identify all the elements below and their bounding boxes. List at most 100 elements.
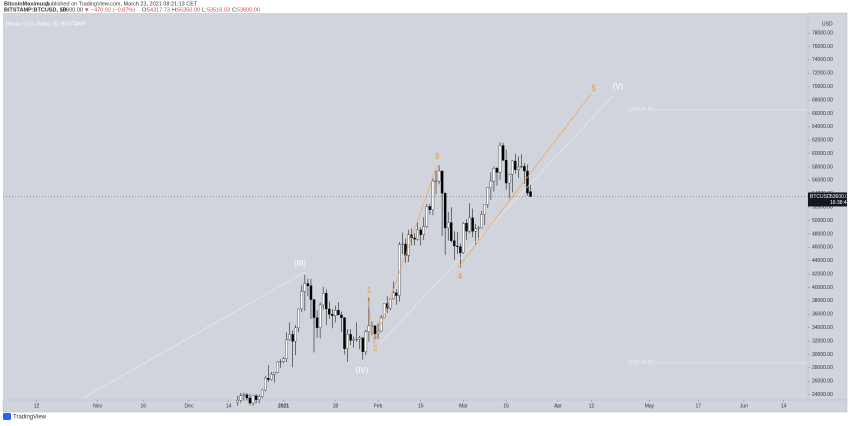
y-tick-label: 70000.00 [812, 84, 833, 90]
candle-body [300, 291, 304, 310]
plot: 1(66546.85) 0(28746.05) [236, 107, 808, 406]
x-tick-label: 12 [34, 403, 40, 409]
trend-line [371, 95, 614, 353]
candle-body [328, 308, 331, 315]
y-tick-label: 62000.00 [812, 138, 833, 144]
y-tick-label: 40000.00 [812, 285, 833, 291]
candle-body [251, 395, 255, 404]
currency: USD [822, 21, 833, 27]
candle-body [428, 206, 432, 210]
candle-body [462, 223, 465, 253]
candle-body [443, 192, 447, 229]
candle-body [480, 214, 483, 229]
x-tick-label: 14 [781, 403, 787, 409]
candle-body [401, 243, 404, 245]
ohlc-item: 53600.00 [237, 7, 260, 13]
candle-body [453, 240, 456, 247]
candle-body [245, 394, 249, 399]
footer: TradingView [13, 415, 47, 421]
x-tick-label: 2021 [278, 403, 289, 409]
candle-body [504, 160, 508, 184]
candle-body [477, 227, 480, 229]
x-tick-label: Nov [93, 403, 102, 409]
candle-body [382, 303, 386, 318]
candle-body [358, 337, 361, 340]
x-tick-label: Feb [374, 403, 383, 409]
x-tick-label: Dec [185, 403, 194, 409]
candle-body [264, 378, 267, 391]
candle-body [459, 246, 462, 253]
ohlc-item: 53516.03 [207, 7, 230, 13]
x-tick-label: 15 [503, 403, 509, 409]
candle-body [419, 229, 422, 235]
last-price-symbol: BTCUSD [810, 194, 831, 200]
candle-body [260, 389, 264, 397]
time-axis [2, 399, 848, 413]
author: BitcoinMaximus1 [4, 1, 49, 7]
y-tick-label: 34000.00 [812, 325, 833, 331]
candle-body [361, 337, 365, 352]
candle-body [239, 395, 243, 401]
candle-body [413, 237, 416, 240]
y-tick-label: 60000.00 [812, 151, 833, 157]
candle-body [474, 228, 477, 232]
level-label: 0(28746.05) [628, 360, 655, 366]
ohlc-item: C: [232, 7, 238, 13]
candle-body [254, 395, 258, 400]
candle-body [407, 234, 410, 256]
plot-area [3, 13, 808, 400]
candle-body [352, 338, 355, 341]
candle-body [373, 325, 377, 334]
y-tick-label: 66000.00 [812, 111, 833, 117]
candle-body [471, 217, 474, 232]
candle-body [492, 168, 496, 182]
candle-body [440, 170, 444, 194]
candle-body [523, 166, 526, 172]
candle-body [337, 310, 340, 316]
candle-body [425, 206, 429, 227]
candle-body [242, 394, 246, 396]
y-tick-label: 72000.00 [812, 71, 833, 77]
candle-body [501, 145, 505, 161]
candle-body [346, 334, 349, 349]
x-tick-label: 12 [589, 403, 595, 409]
y-tick-label: 30000.00 [812, 352, 833, 358]
candle-body [468, 217, 471, 232]
y-tick-label: 68000.00 [812, 97, 833, 103]
candle-body [257, 396, 261, 400]
candle-body [285, 339, 288, 359]
chart-title: Bitcoin / U.S. Dollar, 1D, BITSTAMP [6, 21, 86, 27]
candle-body [294, 327, 297, 342]
ohlc-item: O: [142, 7, 148, 13]
candle-body [395, 292, 398, 296]
candle-body [495, 168, 499, 173]
y-tick-label: 38000.00 [812, 298, 833, 304]
ohlc-item: 55350.00 [177, 7, 200, 13]
y-tick-label: 32000.00 [812, 338, 833, 344]
y-tick-label: 50000.00 [812, 218, 833, 224]
candle-body [514, 160, 517, 170]
candle-body [267, 378, 270, 380]
wave-label: (IV) [356, 366, 369, 375]
candle-body [288, 334, 291, 340]
candle-body [446, 222, 450, 229]
candle-body [355, 338, 358, 340]
price-axis [807, 12, 848, 401]
candle-body [507, 174, 511, 184]
y-tick-label: 48000.00 [812, 231, 833, 237]
y-tick-label: 36000.00 [812, 312, 833, 318]
y-tick-label: 24000.00 [812, 392, 833, 398]
candle-body [489, 180, 493, 188]
x-tick-label: 16 [140, 403, 146, 409]
candle-body [331, 314, 334, 316]
x-tick-label: 18 [333, 403, 339, 409]
candle-body [529, 191, 532, 197]
candle-body [276, 361, 279, 373]
price: 53600.00 [60, 7, 83, 13]
candle-body [416, 229, 419, 240]
x-tick-label: Mar [459, 403, 468, 409]
wave-label: 3 [435, 152, 440, 161]
candle-body [312, 299, 316, 318]
x-tick-label: Apr [554, 403, 562, 409]
